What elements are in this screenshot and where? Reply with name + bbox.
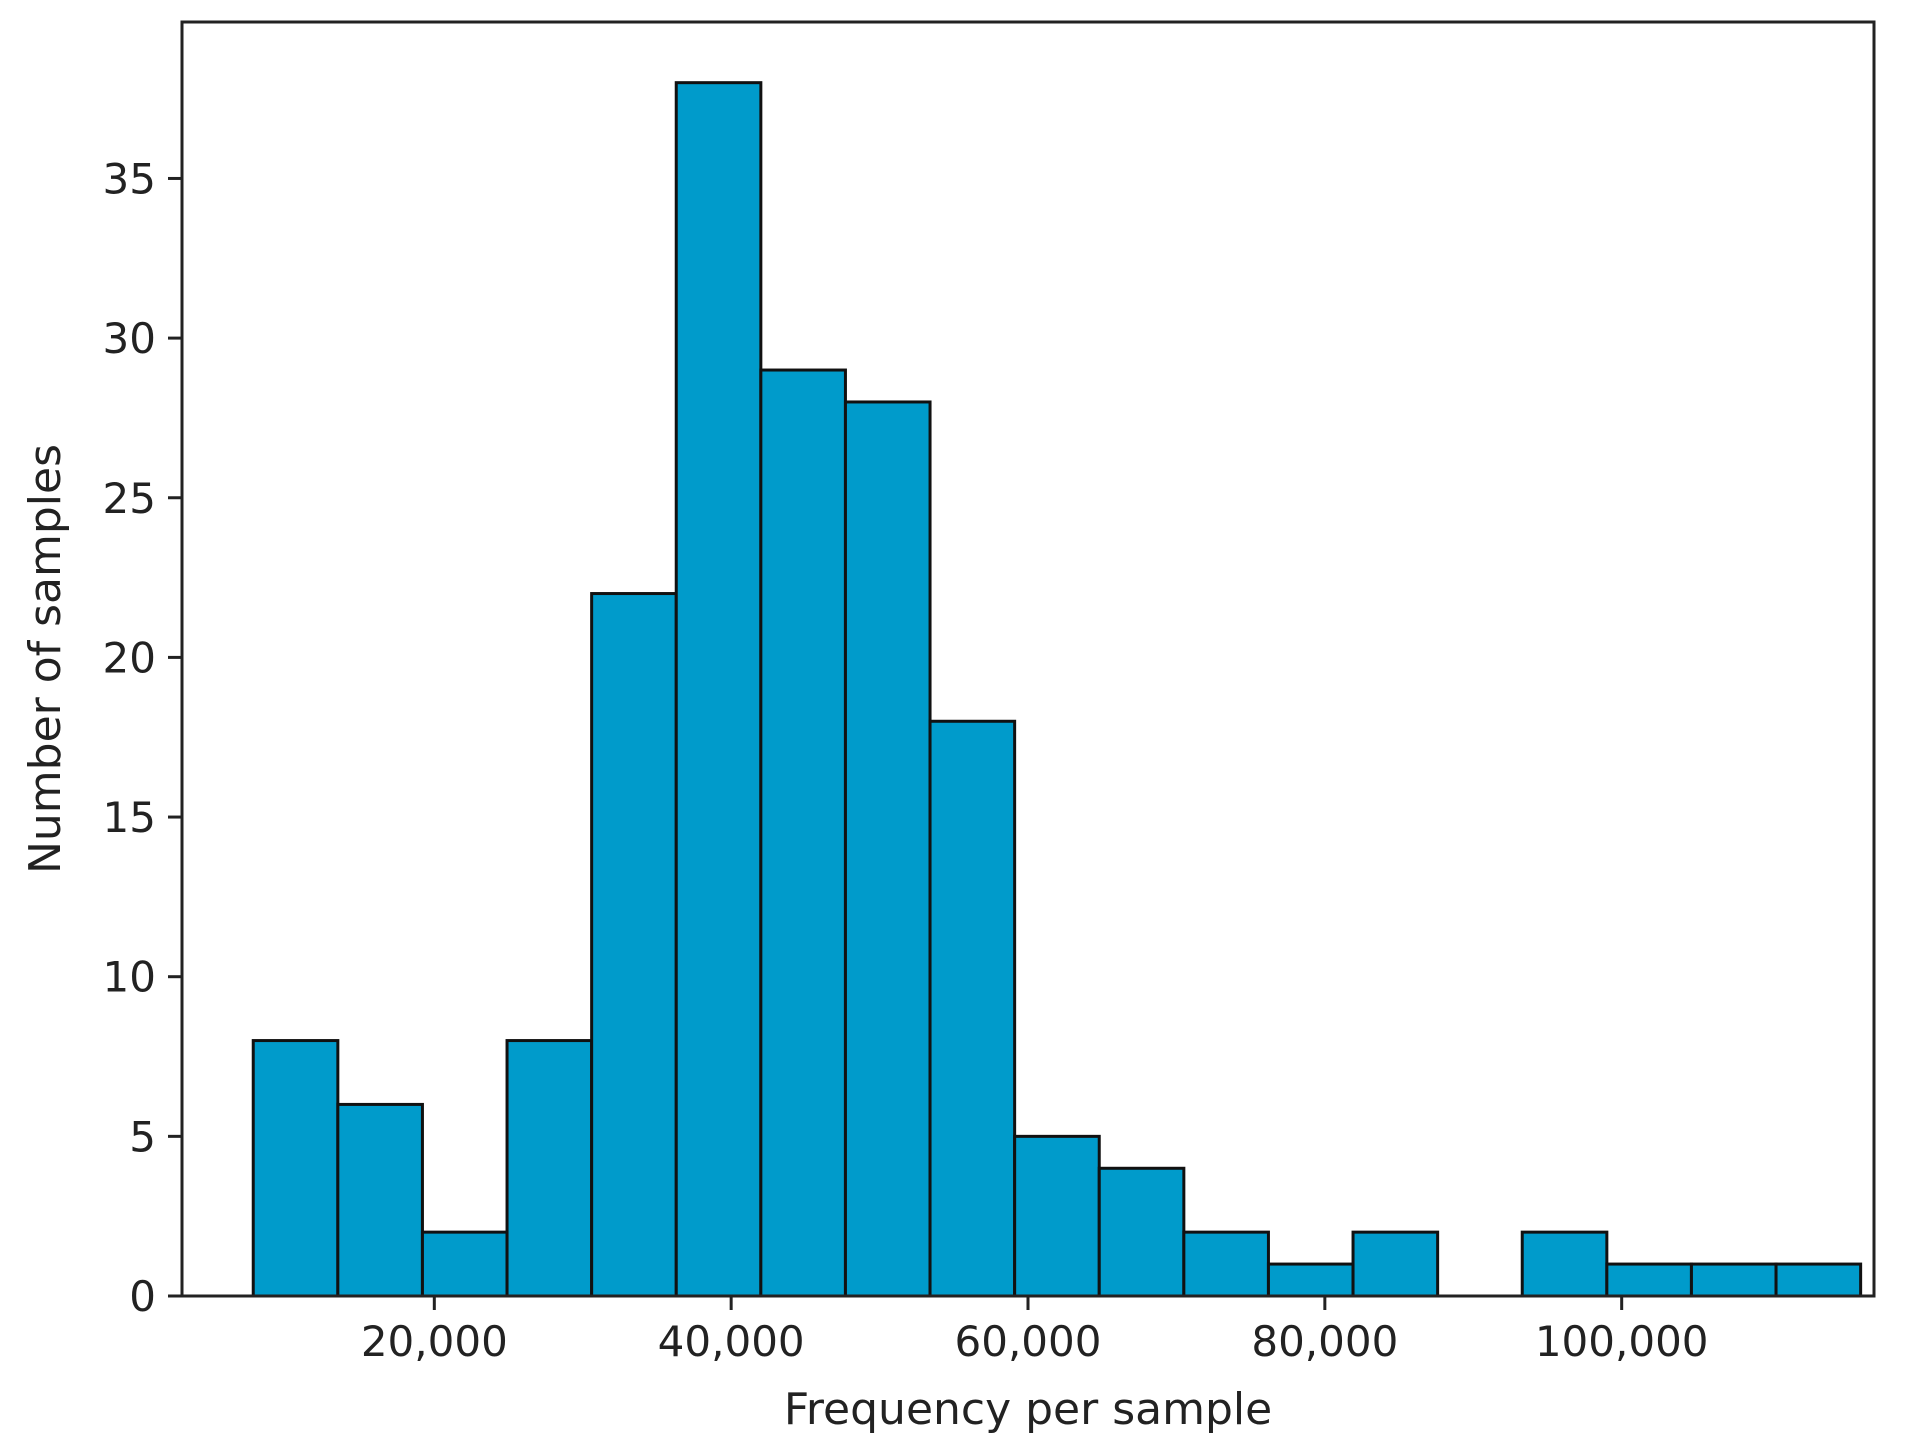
histogram-bar — [1013, 1134, 1101, 1298]
histogram-bar — [1774, 1262, 1863, 1298]
histogram-bar — [1182, 1230, 1270, 1298]
x-tick-label: 100,000 — [1535, 1317, 1709, 1366]
histogram-bar — [928, 719, 1017, 1298]
x-tick-label: 60,000 — [955, 1317, 1102, 1366]
y-tick-label: 15 — [103, 793, 156, 842]
y-axis-title: Number of samples — [20, 444, 71, 874]
y-tick-label: 20 — [103, 633, 156, 682]
x-tick-label: 20,000 — [361, 1317, 508, 1366]
histogram-bar — [1520, 1230, 1609, 1298]
histogram-bar — [590, 592, 678, 1298]
y-tick-label: 35 — [103, 154, 156, 203]
bars-group — [251, 81, 1863, 1298]
x-tick-label: 80,000 — [1251, 1317, 1398, 1366]
x-axis-title: Frequency per sample — [784, 1384, 1272, 1435]
y-tick-label: 10 — [103, 953, 156, 1002]
x-axis: 20,000 40,000 60,000 80,000 100,000 — [361, 1296, 1709, 1366]
histogram-bar — [1689, 1262, 1778, 1298]
y-tick-label: 30 — [103, 314, 156, 363]
histogram-bar — [1097, 1166, 1186, 1298]
y-axis: 0 5 10 15 20 25 30 35 — [103, 154, 182, 1321]
histogram-bar — [505, 1039, 594, 1298]
histogram-bar — [1351, 1230, 1440, 1298]
x-tick-label: 40,000 — [658, 1317, 805, 1366]
y-tick-label: 5 — [129, 1112, 156, 1161]
histogram-bar — [1266, 1262, 1355, 1298]
histogram-bar — [251, 1039, 340, 1298]
histogram-bar — [1605, 1262, 1693, 1298]
plot-frame — [180, 20, 1876, 1298]
histogram-bar — [674, 81, 763, 1298]
y-tick-label: 0 — [129, 1272, 156, 1321]
histogram-bar — [336, 1102, 424, 1298]
y-tick-label: 25 — [103, 474, 156, 523]
histogram-bar — [843, 400, 932, 1298]
histogram-bar — [759, 368, 847, 1298]
histogram-bar — [420, 1230, 509, 1298]
